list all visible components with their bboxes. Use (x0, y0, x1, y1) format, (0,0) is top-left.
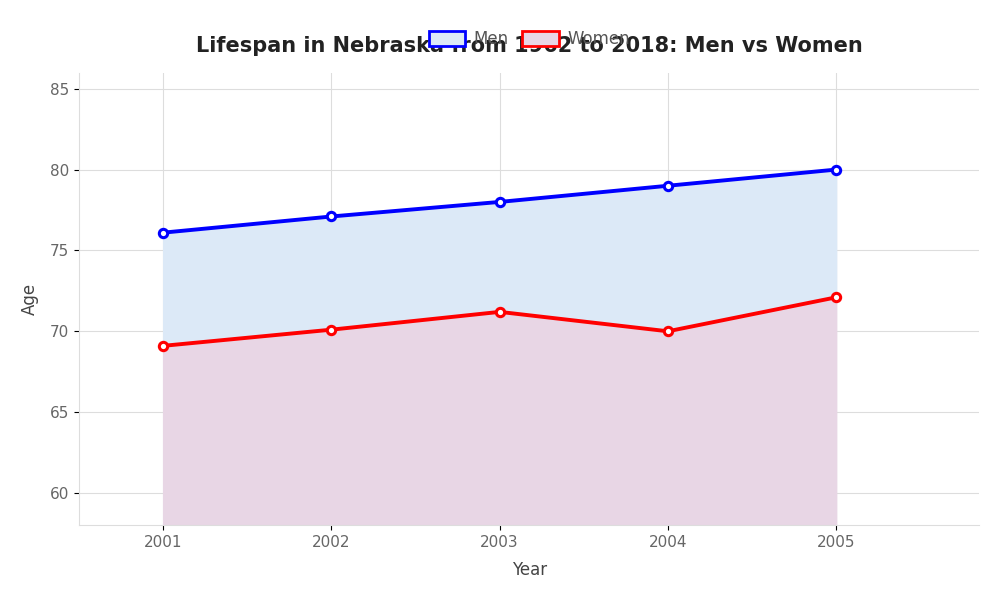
Legend: Men, Women: Men, Women (420, 22, 638, 56)
Title: Lifespan in Nebraska from 1962 to 2018: Men vs Women: Lifespan in Nebraska from 1962 to 2018: … (196, 36, 862, 56)
Y-axis label: Age: Age (21, 283, 39, 315)
X-axis label: Year: Year (512, 561, 547, 579)
